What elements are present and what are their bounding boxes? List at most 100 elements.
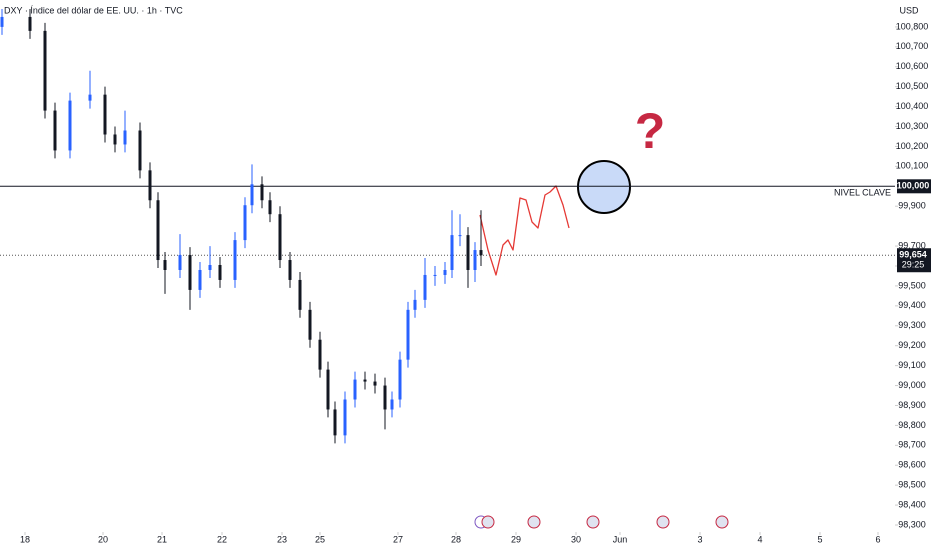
countdown-label: 29:25: [902, 260, 925, 270]
candle-body: [406, 309, 410, 360]
last-price-label: 99,654: [899, 250, 927, 260]
candle-body: [308, 309, 312, 340]
x-tick-label: 27: [393, 534, 403, 544]
candle-body: [218, 265, 222, 280]
last-price-badge: [897, 248, 931, 273]
candle-body: [479, 250, 483, 256]
candle-body: [353, 379, 357, 400]
candle-body: [398, 359, 402, 400]
event-icon: [481, 515, 495, 529]
candle-body: [373, 381, 377, 386]
candle-body: [188, 255, 192, 290]
candle-body: [243, 205, 247, 241]
event-icons: [474, 515, 729, 529]
y-tick-label: 99,700: [898, 240, 926, 250]
x-tick-label: Jun: [613, 534, 628, 544]
y-tick-label: 99,100: [898, 360, 926, 370]
candle-body: [278, 214, 282, 261]
candle-body: [383, 385, 387, 410]
candle-body: [163, 260, 167, 270]
y-tick-label: 98,500: [898, 480, 926, 490]
x-tick-label: 20: [98, 534, 108, 544]
key-level-name: NIVEL CLAVE: [834, 188, 891, 198]
event-icon: [527, 515, 541, 529]
y-tick-label: 100,600: [896, 61, 929, 71]
candle-body: [156, 200, 160, 261]
candle-body: [123, 130, 127, 145]
y-tick-label: 99,500: [898, 280, 926, 290]
chart-title: DXY · Índice del dólar de EE. UU. · 1h ·…: [4, 5, 183, 15]
key-level-badge: [897, 179, 931, 194]
candle-body: [43, 30, 47, 111]
candle-body: [138, 130, 142, 171]
candle-body: [326, 369, 330, 410]
candle-body: [148, 170, 152, 201]
x-tick-label: 5: [817, 534, 822, 544]
candle-body: [178, 255, 182, 270]
x-tick-label: 28: [451, 534, 461, 544]
x-tick-label: 29: [511, 534, 521, 544]
candle-body: [318, 339, 322, 370]
event-icon: [715, 515, 729, 529]
y-tick-label: 100,800: [896, 21, 929, 31]
y-tick-label: 98,700: [898, 440, 926, 450]
y-tick-label: 98,800: [898, 420, 926, 430]
currency-label: USD: [899, 5, 919, 15]
candle-body: [466, 235, 470, 270]
candle-body: [343, 399, 347, 436]
candle-body: [28, 16, 32, 31]
candle-body: [473, 250, 477, 270]
y-tick-label: 100,100: [896, 161, 929, 171]
y-tick-label: 99,400: [898, 300, 926, 310]
candle-body: [53, 110, 57, 151]
x-tick-label: 4: [757, 534, 762, 544]
y-tick-label: 99,300: [898, 320, 926, 330]
x-tick-label: 25: [315, 534, 325, 544]
candle-body: [288, 260, 292, 280]
candle-body: [250, 184, 254, 206]
target-circle: [577, 160, 631, 214]
candle-body: [268, 200, 272, 215]
y-tick-label: 98,600: [898, 460, 926, 470]
x-tick-label: 21: [157, 534, 167, 544]
y-tick-label: 99,900: [898, 201, 926, 211]
x-tick-label: 23: [277, 534, 287, 544]
y-tick-label: 100,300: [896, 121, 929, 131]
x-tick-label: 3: [697, 534, 702, 544]
y-tick-label: 99,000: [898, 380, 926, 390]
y-tick-label: 100,400: [896, 101, 929, 111]
candle-body: [113, 134, 117, 145]
candle-body: [0, 16, 4, 27]
y-tick-label: 100,700: [896, 41, 929, 51]
candle-body: [458, 235, 462, 237]
x-tick-label: 6: [875, 534, 880, 544]
candle-body: [450, 235, 454, 270]
candle-body: [68, 100, 72, 151]
candle-body: [443, 269, 447, 275]
candle-body: [390, 399, 394, 410]
x-tick-label: 30: [571, 534, 581, 544]
candle-body: [423, 274, 427, 300]
candle-body: [103, 94, 107, 135]
key-level-label: 100,000: [897, 181, 930, 191]
candle-body: [208, 265, 212, 270]
candle-body: [298, 279, 302, 310]
x-tick-label: 18: [20, 534, 30, 544]
x-tick-label: 22: [217, 534, 227, 544]
candle-body: [198, 269, 202, 290]
y-tick-label: 100,200: [896, 141, 929, 151]
y-tick-label: 98,300: [898, 519, 926, 529]
candle-body: [88, 94, 92, 101]
candle-body: [433, 274, 437, 276]
event-icon: [656, 515, 670, 529]
candle-body: [233, 240, 237, 280]
event-icon: [586, 515, 600, 529]
candle-body: [413, 299, 417, 310]
candle-body: [260, 184, 264, 201]
y-tick-label: 99,200: [898, 340, 926, 350]
question-mark: ?: [635, 103, 666, 159]
y-tick-label: 98,400: [898, 499, 926, 509]
candle-body: [333, 409, 337, 436]
